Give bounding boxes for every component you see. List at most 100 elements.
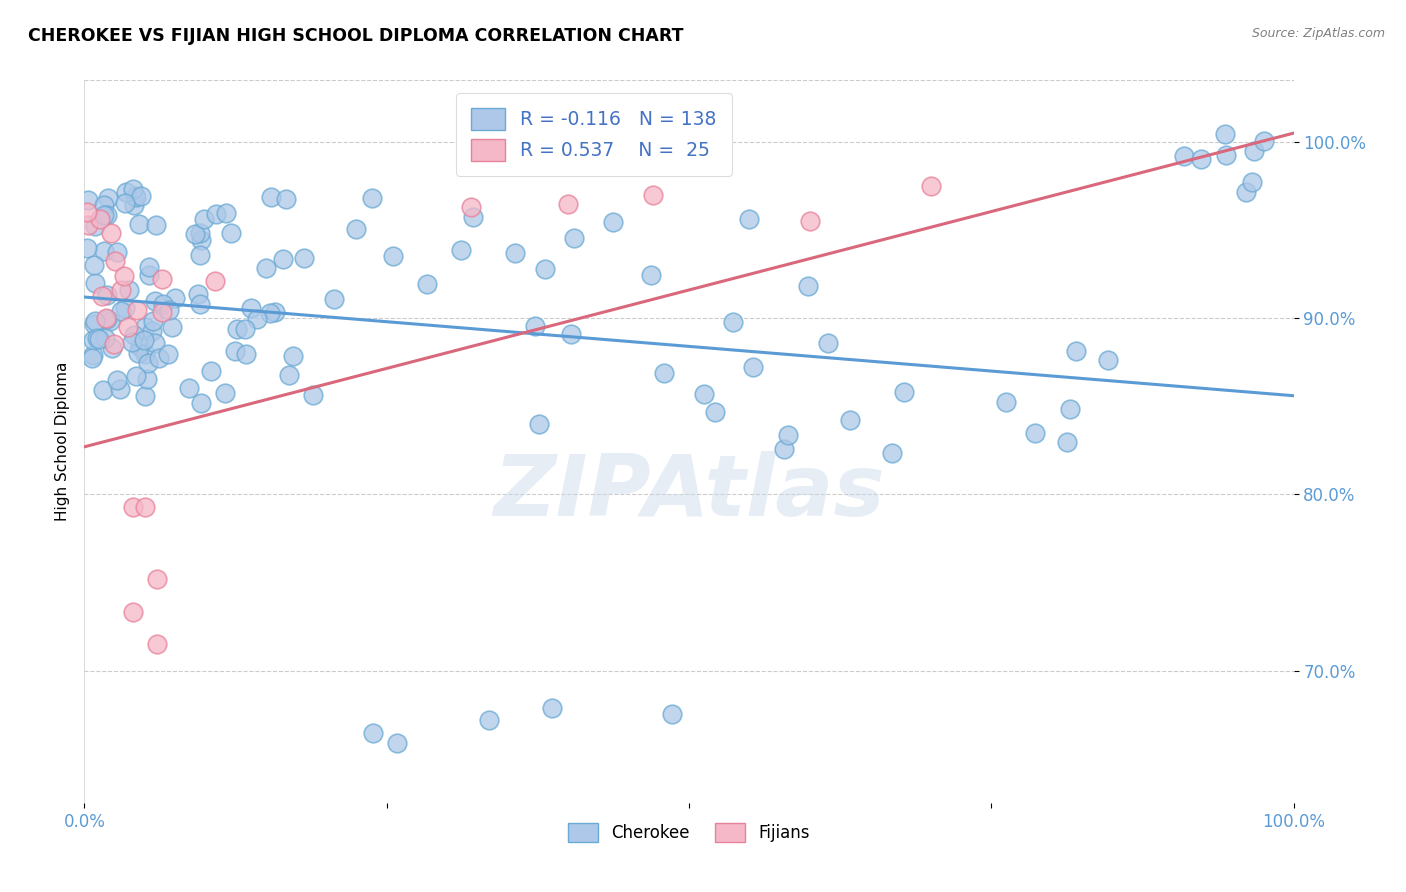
- Point: [93, 331, 115, 345]
- Point: [224, 344, 246, 359]
- Point: [1213, 127, 1236, 141]
- Point: [93, 198, 115, 212]
- Point: [96, 288, 118, 302]
- Point: [260, 190, 283, 204]
- Point: [190, 233, 212, 247]
- Point: [602, 215, 624, 229]
- Point: [157, 303, 180, 318]
- Point: [97, 191, 120, 205]
- Point: [122, 327, 145, 342]
- Y-axis label: High School Diploma: High School Diploma: [55, 362, 70, 521]
- Point: [1189, 152, 1212, 166]
- Point: [125, 368, 148, 383]
- Point: [190, 396, 212, 410]
- Point: [187, 286, 209, 301]
- Point: [205, 207, 228, 221]
- Point: [880, 446, 903, 460]
- Point: [721, 315, 744, 329]
- Point: [134, 389, 156, 403]
- Point: [920, 179, 942, 194]
- Point: [385, 736, 408, 750]
- Point: [360, 190, 382, 204]
- Point: [143, 336, 166, 351]
- Point: [117, 320, 139, 334]
- Point: [190, 297, 212, 311]
- Point: [994, 395, 1017, 409]
- Point: [104, 254, 127, 268]
- Point: [188, 248, 211, 262]
- Point: [893, 385, 915, 400]
- Point: [254, 261, 277, 276]
- Point: [86, 331, 108, 345]
- Point: [361, 726, 384, 740]
- Point: [778, 428, 800, 442]
- Point: [163, 291, 186, 305]
- Point: [93, 208, 115, 222]
- Point: [225, 322, 247, 336]
- Point: [142, 313, 165, 327]
- Point: [146, 572, 169, 586]
- Point: [742, 359, 765, 374]
- Point: [738, 212, 761, 227]
- Point: [274, 192, 297, 206]
- Point: [145, 218, 167, 232]
- Point: [76, 241, 98, 255]
- Point: [322, 292, 344, 306]
- Point: [1241, 176, 1264, 190]
- Point: [524, 319, 547, 334]
- Point: [152, 296, 174, 310]
- Point: [1064, 343, 1087, 358]
- Point: [138, 268, 160, 282]
- Point: [89, 211, 111, 226]
- Point: [177, 381, 200, 395]
- Point: [114, 301, 136, 316]
- Point: [534, 261, 557, 276]
- Point: [190, 226, 212, 240]
- Point: [91, 383, 114, 397]
- Point: [101, 341, 124, 355]
- Point: [143, 293, 166, 308]
- Point: [278, 368, 301, 383]
- Point: [84, 276, 107, 290]
- Point: [148, 351, 170, 366]
- Point: [150, 272, 173, 286]
- Point: [292, 252, 315, 266]
- Point: [541, 701, 564, 715]
- Point: [160, 320, 183, 334]
- Point: [122, 182, 145, 196]
- Point: [108, 382, 131, 396]
- Point: [128, 217, 150, 231]
- Point: [478, 713, 501, 727]
- Point: [215, 206, 238, 220]
- Point: [799, 214, 821, 228]
- Point: [77, 193, 100, 207]
- Point: [200, 364, 222, 378]
- Point: [773, 442, 796, 456]
- Point: [112, 269, 135, 284]
- Point: [100, 314, 122, 328]
- Point: [219, 226, 242, 240]
- Point: [136, 355, 159, 369]
- Point: [84, 314, 107, 328]
- Point: [89, 332, 111, 346]
- Point: [1173, 149, 1195, 163]
- Point: [652, 366, 675, 380]
- Point: [127, 302, 149, 317]
- Point: [461, 210, 484, 224]
- Point: [527, 417, 550, 431]
- Point: [93, 244, 115, 258]
- Point: [1215, 148, 1237, 162]
- Point: [460, 200, 482, 214]
- Point: [138, 260, 160, 274]
- Point: [76, 204, 98, 219]
- Point: [204, 274, 226, 288]
- Point: [264, 304, 287, 318]
- Legend: Cherokee, Fijians: Cherokee, Fijians: [561, 816, 817, 848]
- Point: [157, 347, 180, 361]
- Point: [94, 311, 117, 326]
- Point: [118, 283, 141, 297]
- Point: [129, 188, 152, 202]
- Point: [193, 211, 215, 226]
- Point: [134, 500, 156, 514]
- Point: [1253, 135, 1275, 149]
